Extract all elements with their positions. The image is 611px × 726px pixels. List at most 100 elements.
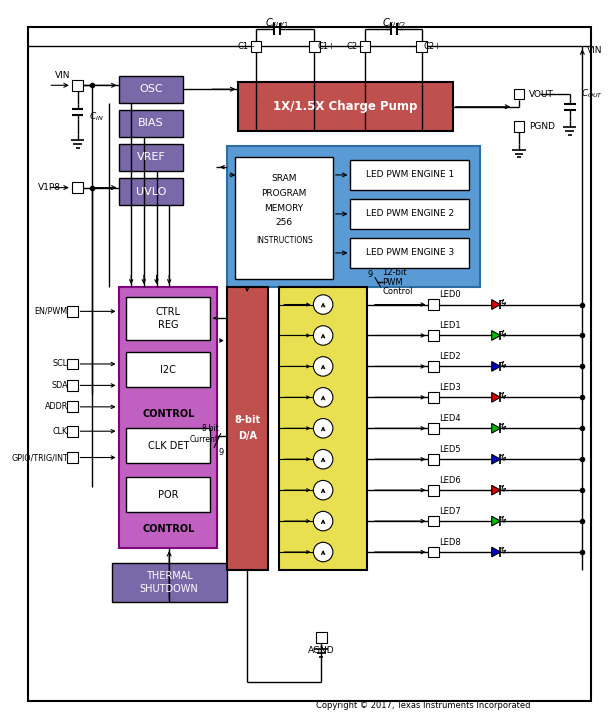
Text: GPIO/TRIG/INT: GPIO/TRIG/INT bbox=[11, 453, 68, 462]
Circle shape bbox=[313, 388, 333, 407]
Bar bbox=[120, 287, 217, 548]
Text: SDA: SDA bbox=[51, 381, 68, 390]
Text: ADDR: ADDR bbox=[45, 402, 68, 412]
Text: $C_{IN}$: $C_{IN}$ bbox=[89, 110, 104, 123]
Bar bbox=[360, 41, 370, 52]
Polygon shape bbox=[492, 330, 500, 340]
Text: AGND: AGND bbox=[308, 646, 334, 655]
Text: CONTROL: CONTROL bbox=[142, 409, 194, 419]
Text: V1P8: V1P8 bbox=[38, 183, 61, 192]
Bar bbox=[514, 121, 524, 131]
Text: VOUT: VOUT bbox=[529, 89, 554, 99]
Text: LED4: LED4 bbox=[439, 414, 461, 423]
Bar bbox=[428, 330, 439, 340]
Bar bbox=[227, 146, 480, 287]
Text: 8-bit: 8-bit bbox=[201, 424, 219, 433]
Text: POR: POR bbox=[158, 489, 178, 499]
Text: LED7: LED7 bbox=[439, 507, 461, 516]
Bar bbox=[428, 454, 439, 465]
Bar bbox=[126, 477, 210, 512]
Bar bbox=[351, 200, 469, 229]
Bar bbox=[428, 485, 439, 496]
Bar bbox=[227, 287, 268, 570]
Bar bbox=[514, 89, 524, 99]
Text: LED0: LED0 bbox=[439, 290, 461, 299]
Polygon shape bbox=[492, 423, 500, 433]
Text: EN/PWM: EN/PWM bbox=[35, 307, 68, 316]
Bar bbox=[67, 380, 78, 391]
Text: 8-bit: 8-bit bbox=[234, 415, 260, 425]
Text: D/A: D/A bbox=[238, 431, 257, 441]
Polygon shape bbox=[492, 454, 500, 464]
Text: LED PWM ENGINE 2: LED PWM ENGINE 2 bbox=[366, 209, 454, 219]
Text: VREF: VREF bbox=[137, 152, 166, 163]
Text: C1+: C1+ bbox=[317, 42, 335, 51]
Text: 12-bit: 12-bit bbox=[382, 268, 407, 277]
Text: PWM: PWM bbox=[382, 277, 403, 287]
Polygon shape bbox=[492, 300, 500, 309]
Text: LED2: LED2 bbox=[439, 352, 461, 361]
Text: 9: 9 bbox=[368, 270, 373, 279]
Bar bbox=[238, 82, 453, 131]
Bar bbox=[67, 452, 78, 463]
Text: BIAS: BIAS bbox=[138, 118, 164, 129]
Text: LED1: LED1 bbox=[439, 321, 461, 330]
Text: C2−: C2− bbox=[346, 42, 364, 51]
Text: CLK DET: CLK DET bbox=[147, 441, 189, 451]
Text: PGND: PGND bbox=[529, 122, 555, 131]
Text: $C_{FLY2}$: $C_{FLY2}$ bbox=[382, 16, 406, 30]
Circle shape bbox=[313, 295, 333, 314]
Polygon shape bbox=[492, 485, 500, 495]
Bar bbox=[120, 144, 183, 171]
Text: OSC: OSC bbox=[139, 84, 163, 94]
Text: I2C: I2C bbox=[160, 365, 176, 375]
Bar bbox=[67, 426, 78, 436]
Circle shape bbox=[313, 326, 333, 346]
Text: 256: 256 bbox=[276, 219, 293, 227]
Polygon shape bbox=[492, 516, 500, 526]
Text: CLK: CLK bbox=[53, 427, 68, 436]
Text: $C_{OUT}$: $C_{OUT}$ bbox=[581, 88, 604, 100]
Text: C2+: C2+ bbox=[423, 42, 441, 51]
Text: Control: Control bbox=[382, 287, 413, 296]
Text: REG: REG bbox=[158, 320, 178, 330]
Polygon shape bbox=[492, 362, 500, 371]
Text: UVLO: UVLO bbox=[136, 187, 166, 197]
Bar bbox=[351, 160, 469, 189]
Bar bbox=[416, 41, 427, 52]
Text: 9: 9 bbox=[219, 448, 224, 457]
Text: INSTRUCTIONS: INSTRUCTIONS bbox=[256, 236, 313, 245]
Bar bbox=[428, 547, 439, 558]
Text: CONTROL: CONTROL bbox=[142, 523, 194, 534]
Bar bbox=[120, 76, 183, 103]
Text: $C_{FLY1}$: $C_{FLY1}$ bbox=[265, 16, 290, 30]
Bar bbox=[67, 359, 78, 370]
Text: VIN: VIN bbox=[55, 71, 71, 80]
Text: LED3: LED3 bbox=[439, 383, 461, 392]
Bar bbox=[67, 401, 78, 412]
Bar bbox=[120, 178, 183, 205]
Text: Current: Current bbox=[190, 436, 219, 444]
Bar bbox=[428, 361, 439, 372]
Circle shape bbox=[313, 542, 333, 562]
Bar bbox=[428, 515, 439, 526]
Text: LED PWM ENGINE 1: LED PWM ENGINE 1 bbox=[366, 171, 454, 179]
Text: CTRL: CTRL bbox=[156, 307, 181, 317]
Circle shape bbox=[313, 419, 333, 438]
Bar bbox=[279, 287, 367, 570]
Bar bbox=[126, 428, 210, 463]
Text: Copyright © 2017, Texas Instruments Incorporated: Copyright © 2017, Texas Instruments Inco… bbox=[316, 701, 531, 711]
Circle shape bbox=[313, 511, 333, 531]
Text: MEMORY: MEMORY bbox=[265, 203, 304, 213]
Text: LED6: LED6 bbox=[439, 476, 461, 485]
Bar bbox=[235, 158, 333, 280]
Text: VIN: VIN bbox=[587, 46, 602, 54]
Bar bbox=[316, 632, 326, 643]
Bar bbox=[126, 297, 210, 340]
Bar bbox=[112, 563, 227, 602]
Circle shape bbox=[313, 356, 333, 376]
Bar bbox=[67, 306, 78, 317]
Text: THERMAL: THERMAL bbox=[146, 571, 192, 582]
Text: SHUTDOWN: SHUTDOWN bbox=[140, 584, 199, 594]
Bar bbox=[251, 41, 262, 52]
